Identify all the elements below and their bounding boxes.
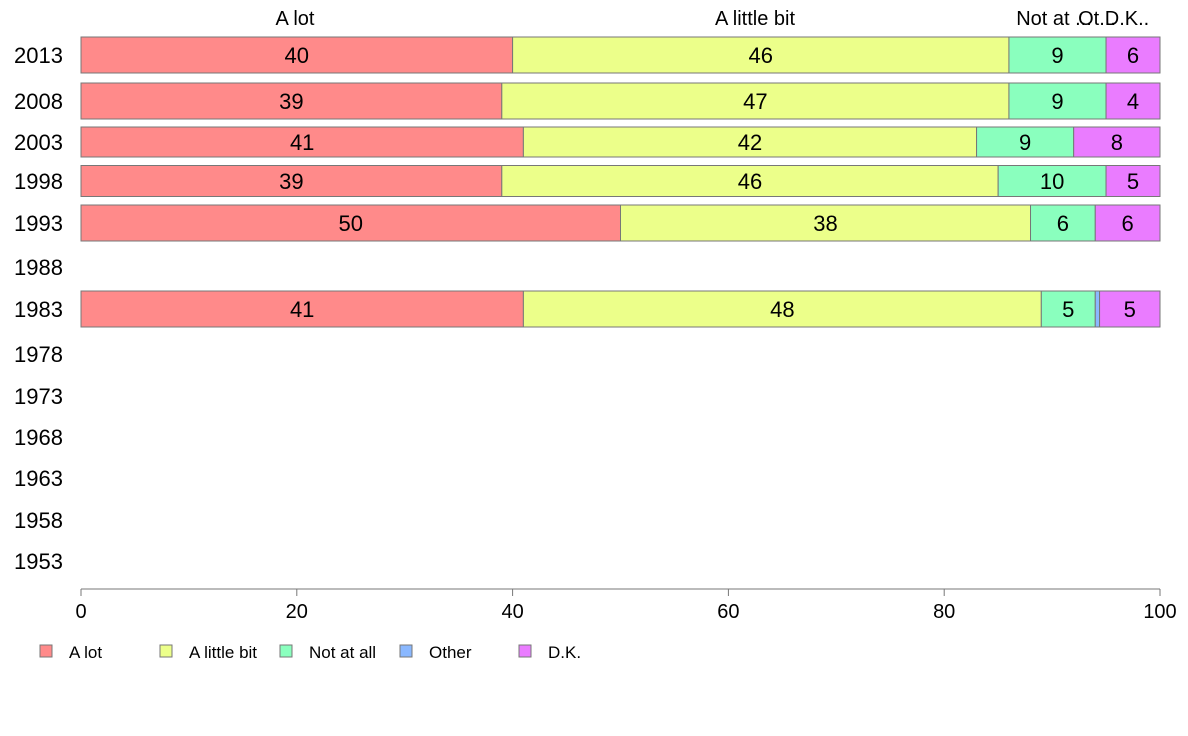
bar-segment — [522, 290, 1042, 328]
data-label: 41 — [290, 297, 314, 322]
x-tick-label: 60 — [717, 601, 739, 623]
bar-segment — [1073, 126, 1161, 158]
bar-segment — [1040, 290, 1096, 328]
data-label: 4 — [1127, 89, 1139, 114]
bar-segment — [1094, 204, 1161, 242]
y-tick-label: 1958 — [14, 508, 63, 533]
x-tick-label: 80 — [933, 601, 955, 623]
legend: A lot A little bit Not at all Other D.K. — [39, 643, 581, 662]
x-tick-label: 100 — [1143, 601, 1176, 623]
y-axis-labels: 2013 2008 2003 1998 1993 1988 1983 1978 1973 1968… — [14, 43, 63, 574]
data-label: 39 — [279, 89, 303, 114]
bar-segment — [80, 290, 524, 328]
y-tick-label: 2008 — [14, 89, 63, 114]
data-label: 46 — [738, 169, 762, 194]
legend-swatch — [279, 644, 293, 658]
bar-segment — [522, 126, 978, 158]
data-label: 6 — [1057, 211, 1069, 236]
data-label: 47 — [743, 89, 767, 114]
data-label: 9 — [1051, 89, 1063, 114]
bar-segment — [1105, 165, 1161, 197]
y-tick-label: 1993 — [14, 211, 63, 236]
legend-swatch — [39, 644, 53, 658]
y-tick-label: 2003 — [14, 130, 63, 155]
column-header-label: A little bit — [715, 8, 795, 30]
column-header-labels: A lot A little bit Not at ...Ot...D.K.. — [276, 8, 1150, 30]
column-header-label: Not at ... — [1016, 8, 1092, 30]
data-label: 39 — [279, 169, 303, 194]
bar-segment — [1105, 82, 1161, 120]
legend-swatch — [399, 644, 413, 658]
y-tick-label: 1963 — [14, 466, 63, 491]
data-label: 6 — [1127, 43, 1139, 68]
column-header-label: Ot... — [1078, 8, 1116, 30]
data-label: 42 — [738, 130, 762, 155]
bar-segment — [1094, 290, 1101, 328]
bar-segment — [80, 165, 503, 197]
data-label: 40 — [285, 43, 309, 68]
data-label: 10 — [1040, 169, 1064, 194]
y-tick-label: 1953 — [14, 549, 63, 574]
x-tick-label: 40 — [501, 601, 523, 623]
data-label: 8 — [1111, 130, 1123, 155]
bar-segment — [512, 36, 1010, 74]
data-label: 9 — [1051, 43, 1063, 68]
bar-segment — [1008, 82, 1107, 120]
y-tick-label: 1968 — [14, 425, 63, 450]
y-tick-label: 2013 — [14, 43, 63, 68]
data-label: 9 — [1019, 130, 1031, 155]
data-label: 6 — [1122, 211, 1134, 236]
bar-segment — [1008, 36, 1107, 74]
bar-segment — [80, 126, 524, 158]
y-tick-label: 1978 — [14, 342, 63, 367]
legend-label: D.K. — [548, 643, 581, 662]
data-label: 38 — [813, 211, 837, 236]
x-tick-label: 0 — [75, 601, 86, 623]
bar-segment — [501, 82, 1010, 120]
legend-label: A lot — [69, 643, 102, 662]
bar-segment — [1105, 36, 1161, 74]
data-label: 48 — [770, 297, 794, 322]
data-label: 50 — [339, 211, 363, 236]
data-label: 41 — [290, 130, 314, 155]
legend-label: Other — [429, 643, 472, 662]
bar-segment — [620, 204, 1032, 242]
bar-segment — [1030, 204, 1096, 242]
legend-swatch — [159, 644, 173, 658]
bar-segment — [1099, 290, 1161, 328]
x-axis: 0 20 40 60 80 100 — [75, 588, 1177, 623]
legend-swatch — [518, 644, 532, 658]
y-tick-label: 1973 — [14, 384, 63, 409]
legend-label: A little bit — [189, 643, 257, 662]
y-tick-label: 1988 — [14, 255, 63, 280]
bar-segment — [80, 36, 514, 74]
data-label: 5 — [1124, 297, 1136, 322]
y-tick-label: 1983 — [14, 297, 63, 322]
data-label: 46 — [749, 43, 773, 68]
data-label: 5 — [1127, 169, 1139, 194]
x-tick-label: 20 — [286, 601, 308, 623]
y-tick-label: 1998 — [14, 169, 63, 194]
data-label: 5 — [1062, 297, 1074, 322]
legend-label: Not at all — [309, 643, 376, 662]
bar-segment — [80, 82, 503, 120]
column-header-label: D.K.. — [1105, 8, 1149, 30]
bar-segment — [80, 204, 621, 242]
bars-layer: 40 46 9 639 47 9 441 42 9 839 46 10 550 38 6 641 48 5 5 — [80, 36, 1161, 328]
bar-segment — [501, 165, 999, 197]
column-header-label: A lot — [276, 8, 315, 30]
